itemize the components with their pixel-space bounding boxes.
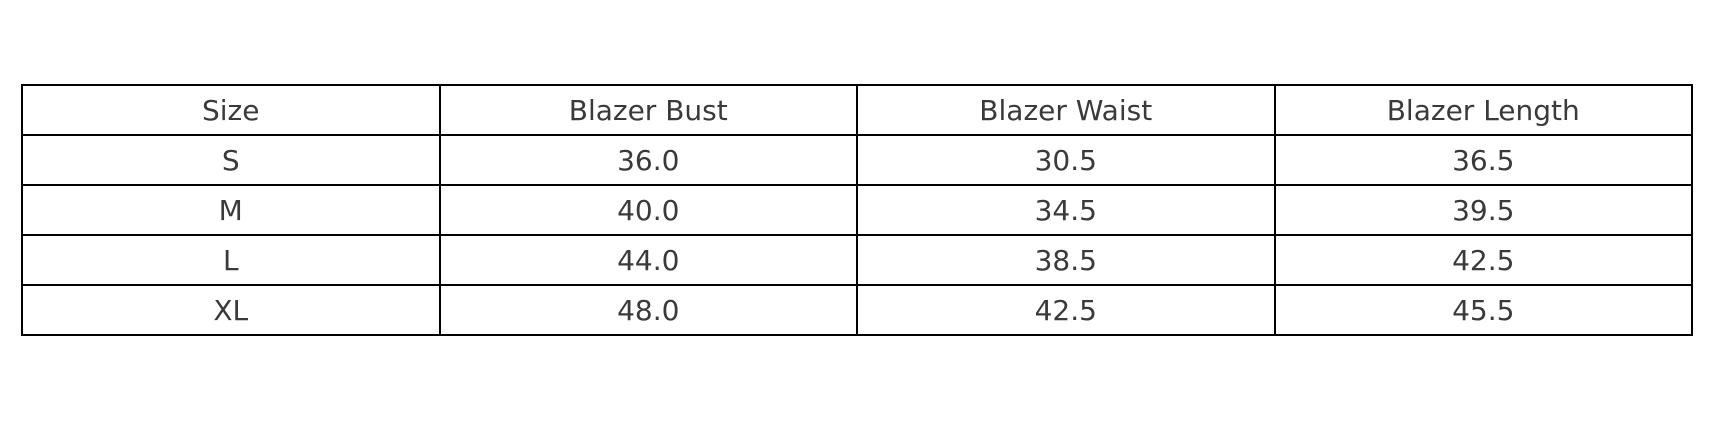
table-cell: 39.5 [1273,184,1693,236]
table-cell: 36.5 [1273,134,1693,186]
table-row-xl: XL 48.0 42.5 45.5 [21,284,1693,336]
size-chart-table: Size Blazer Bust Blazer Waist Blazer Len… [21,84,1693,336]
table-cell: 30.5 [856,134,1276,186]
column-header-waist: Blazer Waist [856,84,1276,136]
table-cell: 44.0 [438,234,858,286]
table-cell: 40.0 [438,184,858,236]
column-header-length: Blazer Length [1273,84,1693,136]
table-cell: 45.5 [1273,284,1693,336]
column-header-size: Size [21,84,441,136]
table-cell: 38.5 [856,234,1276,286]
size-chart-container: Size Blazer Bust Blazer Waist Blazer Len… [21,84,1693,336]
table-cell: 34.5 [856,184,1276,236]
table-cell: 48.0 [438,284,858,336]
table-cell: 36.0 [438,134,858,186]
header-row: Size Blazer Bust Blazer Waist Blazer Len… [21,84,1693,136]
table-row-l: L 44.0 38.5 42.5 [21,234,1693,286]
table-row-s: S 36.0 30.5 36.5 [21,134,1693,186]
table-cell: 42.5 [856,284,1276,336]
size-label: S [21,134,441,186]
column-header-bust: Blazer Bust [438,84,858,136]
size-label: L [21,234,441,286]
size-label: M [21,184,441,236]
size-label: XL [21,284,441,336]
table-cell: 42.5 [1273,234,1693,286]
table-row-m: M 40.0 34.5 39.5 [21,184,1693,236]
